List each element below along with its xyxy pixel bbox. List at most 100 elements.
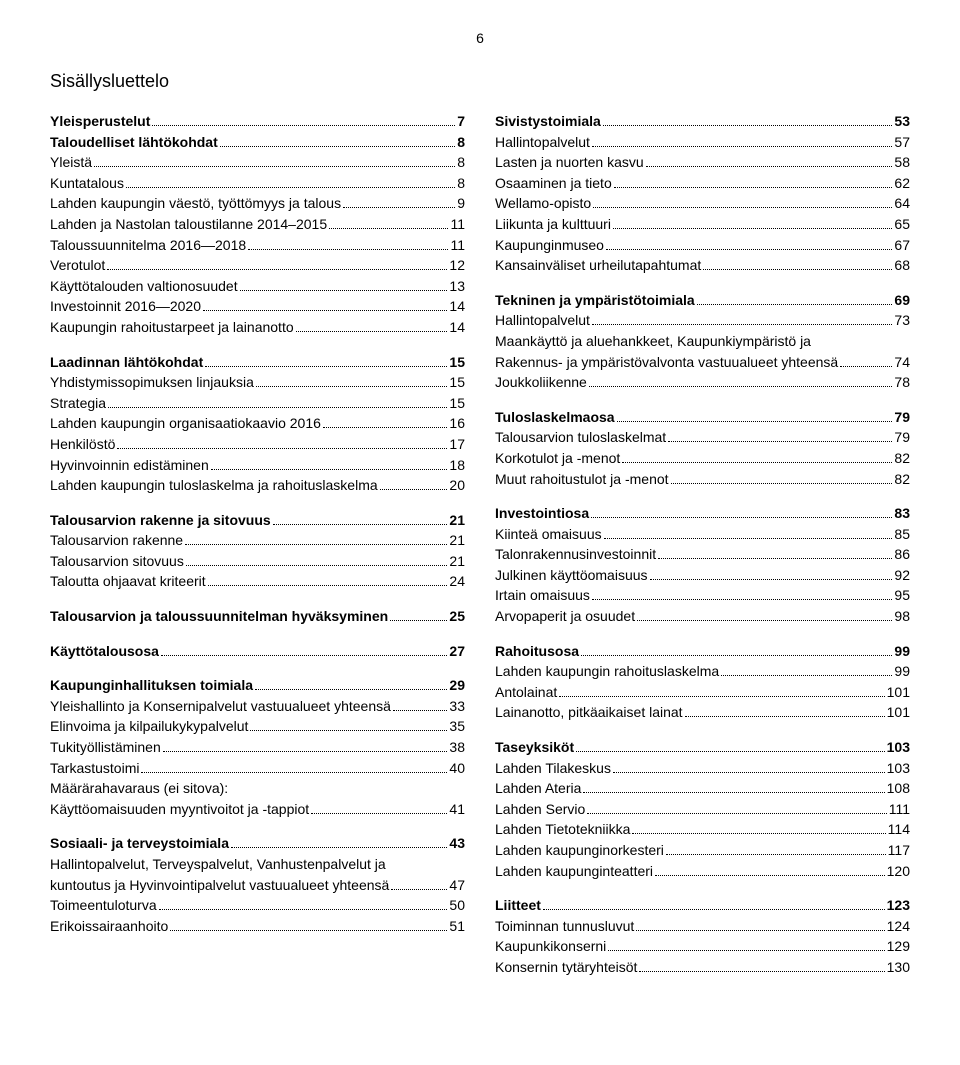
toc-spacer <box>50 593 465 607</box>
toc-entry-label: kuntoutus ja Hyvinvointipalvelut vastuua… <box>50 876 389 896</box>
toc-entry: Lahden kaupunginorkesteri117 <box>495 841 910 861</box>
toc-entry-page: 11 <box>450 236 465 256</box>
toc-dots <box>220 146 455 147</box>
toc-entry: Verotulot12 <box>50 256 465 276</box>
toc-entry: Lahden kaupunginteatteri120 <box>495 862 910 882</box>
toc-entry: Toimeentuloturva50 <box>50 896 465 916</box>
toc-dots <box>390 620 447 621</box>
toc-entry-label: Lahden Servio <box>495 800 585 820</box>
toc-entry: Taloussuunnitelma 2016—2018 11 <box>50 236 465 256</box>
toc-entry-page: 41 <box>449 800 465 820</box>
toc-entry-page: 15 <box>449 373 465 393</box>
toc-entry-continuation: Määrärahavaraus (ei sitova): <box>50 779 465 799</box>
toc-entry: Hyvinvoinnin edistäminen18 <box>50 456 465 476</box>
toc-entry: Joukkoliikenne78 <box>495 373 910 393</box>
toc-dots <box>697 304 893 305</box>
toc-entry-label: Osaaminen ja tieto <box>495 174 612 194</box>
toc-entry: Rakennus- ja ympäristövalvonta vastuualu… <box>495 353 910 373</box>
toc-entry-label: Konsernin tytäryhteisöt <box>495 958 637 978</box>
toc-entry-page: 103 <box>887 738 910 758</box>
toc-spacer <box>495 882 910 896</box>
toc-entry-page: 85 <box>894 525 910 545</box>
toc-entry-label: Wellamo-opisto <box>495 194 591 214</box>
toc-dots <box>613 772 885 773</box>
toc-entry-label: Taloussuunnitelma 2016—2018 <box>50 236 246 256</box>
toc-entry-label: Talonrakennusinvestoinnit <box>495 545 656 565</box>
toc-entry-label: Erikoissairaanhoito <box>50 917 168 937</box>
toc-entry: Sosiaali- ja terveystoimiala43 <box>50 834 465 854</box>
toc-dots <box>617 421 893 422</box>
toc-spacer <box>50 662 465 676</box>
toc-dots <box>211 469 448 470</box>
toc-entry: Henkilöstö17 <box>50 435 465 455</box>
toc-entry-page: 35 <box>449 717 465 737</box>
toc-entry-page: 8 <box>457 133 465 153</box>
toc-entry-label: Lahden kaupungin organisaatiokaavio 2016 <box>50 414 321 434</box>
toc-entry-page: 99 <box>894 662 910 682</box>
toc-entry-label: Toimeentuloturva <box>50 896 157 916</box>
toc-dots <box>592 324 892 325</box>
toc-dots <box>685 716 885 717</box>
toc-entry-page: 24 <box>449 572 465 592</box>
toc-dots <box>161 655 448 656</box>
toc-entry: Yleisperustelut7 <box>50 112 465 132</box>
toc-entry-page: 92 <box>894 566 910 586</box>
toc-dots <box>393 710 448 711</box>
toc-entry-label: Investointiosa <box>495 504 589 524</box>
toc-entry-page: 62 <box>894 174 910 194</box>
toc-entry-label: Hyvinvoinnin edistäminen <box>50 456 209 476</box>
toc-entry-label: Käyttöomaisuuden myyntivoitot ja -tappio… <box>50 800 309 820</box>
toc-dots <box>840 366 892 367</box>
toc-entry-label: Tarkastustoimi <box>50 759 139 779</box>
toc-entry-page: 103 <box>887 759 910 779</box>
toc-entry-label: Tuloslaskelmaosa <box>495 408 615 428</box>
toc-dots <box>186 565 448 566</box>
toc-entry-label: Yleistä <box>50 153 92 173</box>
toc-columns: Yleisperustelut7Taloudelliset lähtökohda… <box>50 112 910 979</box>
toc-entry: Lainanotto, pitkäaikaiset lainat101 <box>495 703 910 723</box>
toc-entry: Liitteet123 <box>495 896 910 916</box>
toc-entry: Osaaminen ja tieto 62 <box>495 174 910 194</box>
toc-dots <box>329 228 448 229</box>
toc-entry-label: Sivistystoimiala <box>495 112 601 132</box>
toc-dots <box>231 847 447 848</box>
toc-dots <box>592 599 892 600</box>
toc-entry-page: 14 <box>449 297 465 317</box>
toc-entry-page: 79 <box>894 408 910 428</box>
toc-entry: Muut rahoitustulot ja -menot82 <box>495 470 910 490</box>
toc-entry: Lahden kaupungin tuloslaskelma ja rahoit… <box>50 476 465 496</box>
toc-dots <box>666 854 886 855</box>
toc-entry-label: Joukkoliikenne <box>495 373 587 393</box>
toc-dots <box>94 166 455 167</box>
toc-entry-label: Henkilöstö <box>50 435 115 455</box>
toc-entry-label: Talousarvion sitovuus <box>50 552 184 572</box>
toc-entry-label: Strategia <box>50 394 106 414</box>
toc-spacer <box>495 724 910 738</box>
toc-column-right: Sivistystoimiala53Hallintopalvelut57Last… <box>495 112 910 979</box>
toc-dots <box>576 751 885 752</box>
toc-dots <box>632 833 885 834</box>
toc-entry-page: 101 <box>887 683 910 703</box>
toc-entry: Investoinnit 2016—202014 <box>50 297 465 317</box>
toc-entry: Talousarvion rakenne21 <box>50 531 465 551</box>
toc-entry-page: 53 <box>894 112 910 132</box>
toc-entry: Strategia15 <box>50 394 465 414</box>
toc-entry-page: 79 <box>894 428 910 448</box>
toc-entry-page: 114 <box>888 820 910 840</box>
toc-entry-page: 74 <box>894 353 910 373</box>
toc-entry: Käyttötalousosa27 <box>50 642 465 662</box>
toc-entry: Antolainat101 <box>495 683 910 703</box>
toc-entry: Kansainväliset urheilutapahtumat68 <box>495 256 910 276</box>
toc-dots <box>323 427 448 428</box>
toc-entry: Lahden kaupungin organisaatiokaavio 2016… <box>50 414 465 434</box>
toc-entry-label: Lahden ja Nastolan taloustilanne 2014–20… <box>50 215 327 235</box>
toc-entry-page: 83 <box>894 504 910 524</box>
toc-dots <box>721 675 892 676</box>
toc-entry-page: 95 <box>894 586 910 606</box>
toc-entry-page: 29 <box>449 676 465 696</box>
toc-entry-page: 11 <box>450 215 465 235</box>
toc-entry-label: Kaupunginhallituksen toimiala <box>50 676 253 696</box>
toc-column-left: Yleisperustelut7Taloudelliset lähtökohda… <box>50 112 465 979</box>
toc-dots <box>203 310 447 311</box>
toc-dots <box>591 517 892 518</box>
